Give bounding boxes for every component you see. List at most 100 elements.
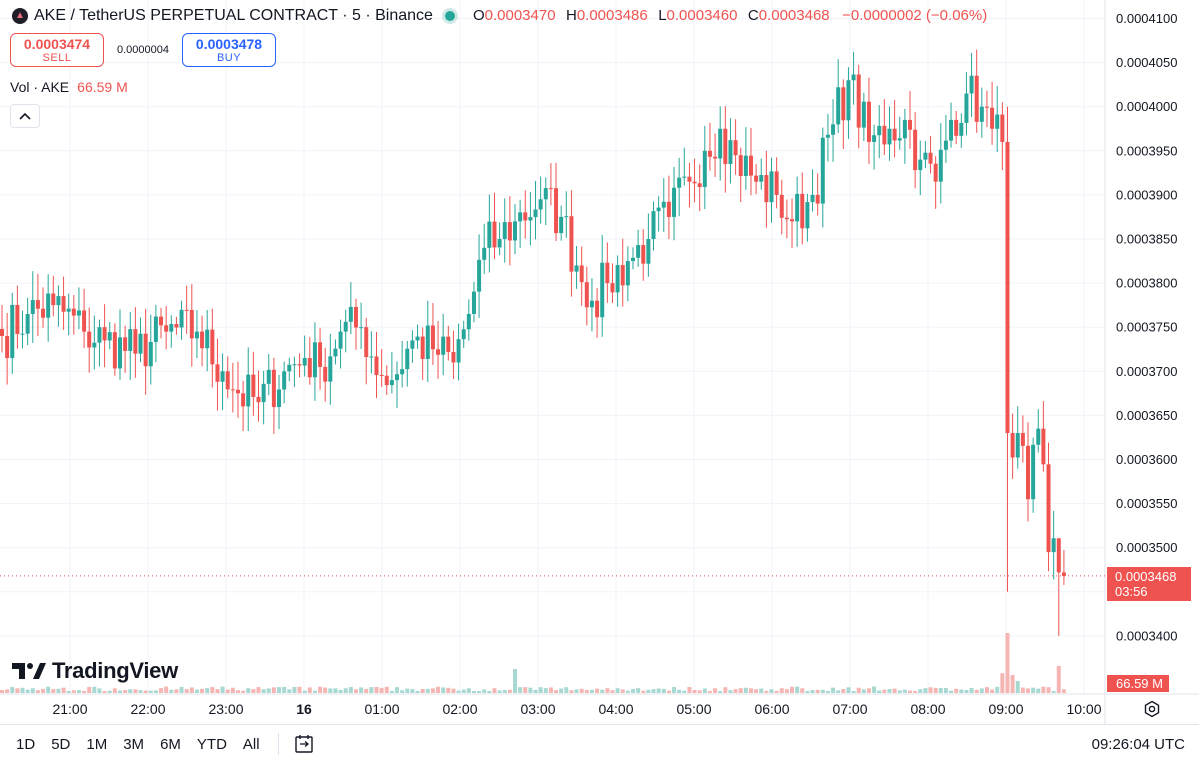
range-3m-button[interactable]: 3M: [123, 735, 145, 753]
volume-bar: [682, 690, 687, 693]
candle-body: [836, 87, 841, 125]
volume-bar: [748, 688, 753, 693]
volume-bar: [446, 687, 451, 693]
price-axis[interactable]: 0.00034000.00034500.00035000.00035500.00…: [1116, 11, 1177, 643]
candle-body: [584, 282, 589, 308]
candle-body: [251, 374, 256, 397]
volume-bar: [723, 687, 728, 693]
candle-body: [307, 358, 312, 378]
candle-body: [902, 119, 907, 139]
volume-bar: [666, 690, 671, 693]
volume-bar: [318, 686, 323, 693]
candle-body: [456, 339, 461, 363]
range-ytd-button[interactable]: YTD: [196, 735, 227, 753]
volume-bar: [636, 688, 641, 693]
spread-value: 0.0000004: [117, 44, 169, 56]
time-axis[interactable]: 21:00 22:00 23:00 16 01:00 02:00 03:00 04:00 05:…: [52, 701, 1101, 717]
candle-body: [646, 239, 651, 264]
symbol-title[interactable]: AKE / TetherUS PERPETUAL CONTRACT · 5 · …: [34, 7, 433, 24]
volume-bar: [543, 688, 548, 693]
candle-body: [1026, 445, 1030, 500]
candle-body: [677, 177, 682, 188]
volume-bar: [554, 690, 559, 693]
volume-bar: [625, 690, 630, 693]
chart-header: ▲ AKE / TetherUS PERPETUAL CONTRACT · 5 …: [12, 6, 987, 26]
candle-body: [718, 128, 723, 159]
candle-body: [605, 262, 610, 284]
volume-bar: [877, 690, 882, 693]
volume-bar: [728, 690, 733, 693]
volume-bar: [831, 687, 836, 693]
volume-bar: [1010, 675, 1015, 693]
candle-body: [379, 375, 384, 377]
candle-body: [384, 375, 389, 386]
candle-body: [1015, 433, 1020, 458]
buy-button[interactable]: 0.0003478 BUY: [182, 33, 276, 67]
volume-legend[interactable]: Vol · AKE 66.59 M: [10, 79, 128, 95]
collapse-legend-button[interactable]: [10, 104, 40, 128]
volume-bar: [1046, 687, 1051, 693]
range-1d-button[interactable]: 1D: [16, 735, 36, 753]
range-5d-button[interactable]: 5D: [51, 735, 71, 753]
sell-price: 0.0003474: [23, 35, 91, 52]
utc-clock[interactable]: 09:26:04 UTC: [1091, 735, 1185, 753]
candle-body: [877, 125, 882, 136]
volume-bar: [538, 687, 543, 693]
volume-bar: [159, 688, 164, 693]
tradingview-mark-icon: [12, 663, 46, 679]
price-tick-label: 0.0003500: [1116, 540, 1177, 555]
time-tick-label: 03:00: [520, 701, 555, 717]
volume-bar: [779, 688, 784, 693]
candle-body: [759, 175, 764, 182]
candle-body: [338, 331, 343, 349]
ohlc-low-value: 0.0003460: [666, 7, 738, 24]
candle-body: [949, 119, 954, 141]
candle-body: [215, 364, 220, 382]
candle-body: [979, 106, 984, 122]
candle-body: [672, 187, 677, 217]
range-1m-button[interactable]: 1M: [86, 735, 108, 753]
candle-body: [754, 175, 759, 182]
ohlc-values: O0.0003470 H0.0003486 L0.0003460 C0.0003…: [467, 7, 987, 25]
date-range-icon[interactable]: [293, 733, 315, 755]
candle-body: [538, 199, 543, 210]
range-6m-button[interactable]: 6M: [160, 735, 181, 753]
candle-body: [410, 340, 415, 349]
volume-bar: [169, 689, 174, 693]
candle-body: [990, 107, 995, 129]
candle-body: [820, 137, 825, 204]
ake-token-icon: ▲: [12, 8, 28, 24]
candle-body: [200, 331, 205, 349]
tradingview-logo[interactable]: TradingView: [12, 658, 178, 684]
candle-body: [1056, 538, 1061, 573]
volume-bar: [456, 690, 461, 693]
volume-bar: [302, 690, 307, 693]
candle-body: [656, 207, 661, 212]
sell-button[interactable]: 0.0003474 SELL: [10, 33, 104, 67]
axis-settings-icon[interactable]: [1143, 700, 1161, 718]
volume-bar: [882, 689, 887, 693]
volume-bar: [861, 689, 866, 693]
range-all-button[interactable]: All: [242, 735, 260, 753]
candle-body: [446, 336, 451, 353]
candle-body: [625, 261, 630, 286]
candle-body: [723, 128, 728, 164]
candle-body: [389, 380, 394, 386]
candle-body: [579, 265, 584, 283]
candle-body: [343, 321, 348, 332]
volume-bar: [707, 691, 712, 693]
candle-body: [430, 325, 435, 350]
volume-bar: [569, 690, 574, 693]
candle-body: [513, 221, 517, 241]
volume-bar: [277, 687, 282, 693]
candle-body: [831, 124, 836, 135]
volume-bar: [112, 688, 117, 693]
volume-bar: [292, 686, 297, 693]
buy-label: BUY: [216, 51, 242, 64]
candle-body: [533, 209, 538, 218]
volume-bar: [471, 691, 476, 693]
volume-bar: [359, 687, 364, 693]
volume-bar: [348, 686, 353, 693]
candle-body: [405, 348, 410, 370]
price-chart[interactable]: 0.00034000.00034500.00035000.00035500.00…: [0, 0, 1199, 724]
